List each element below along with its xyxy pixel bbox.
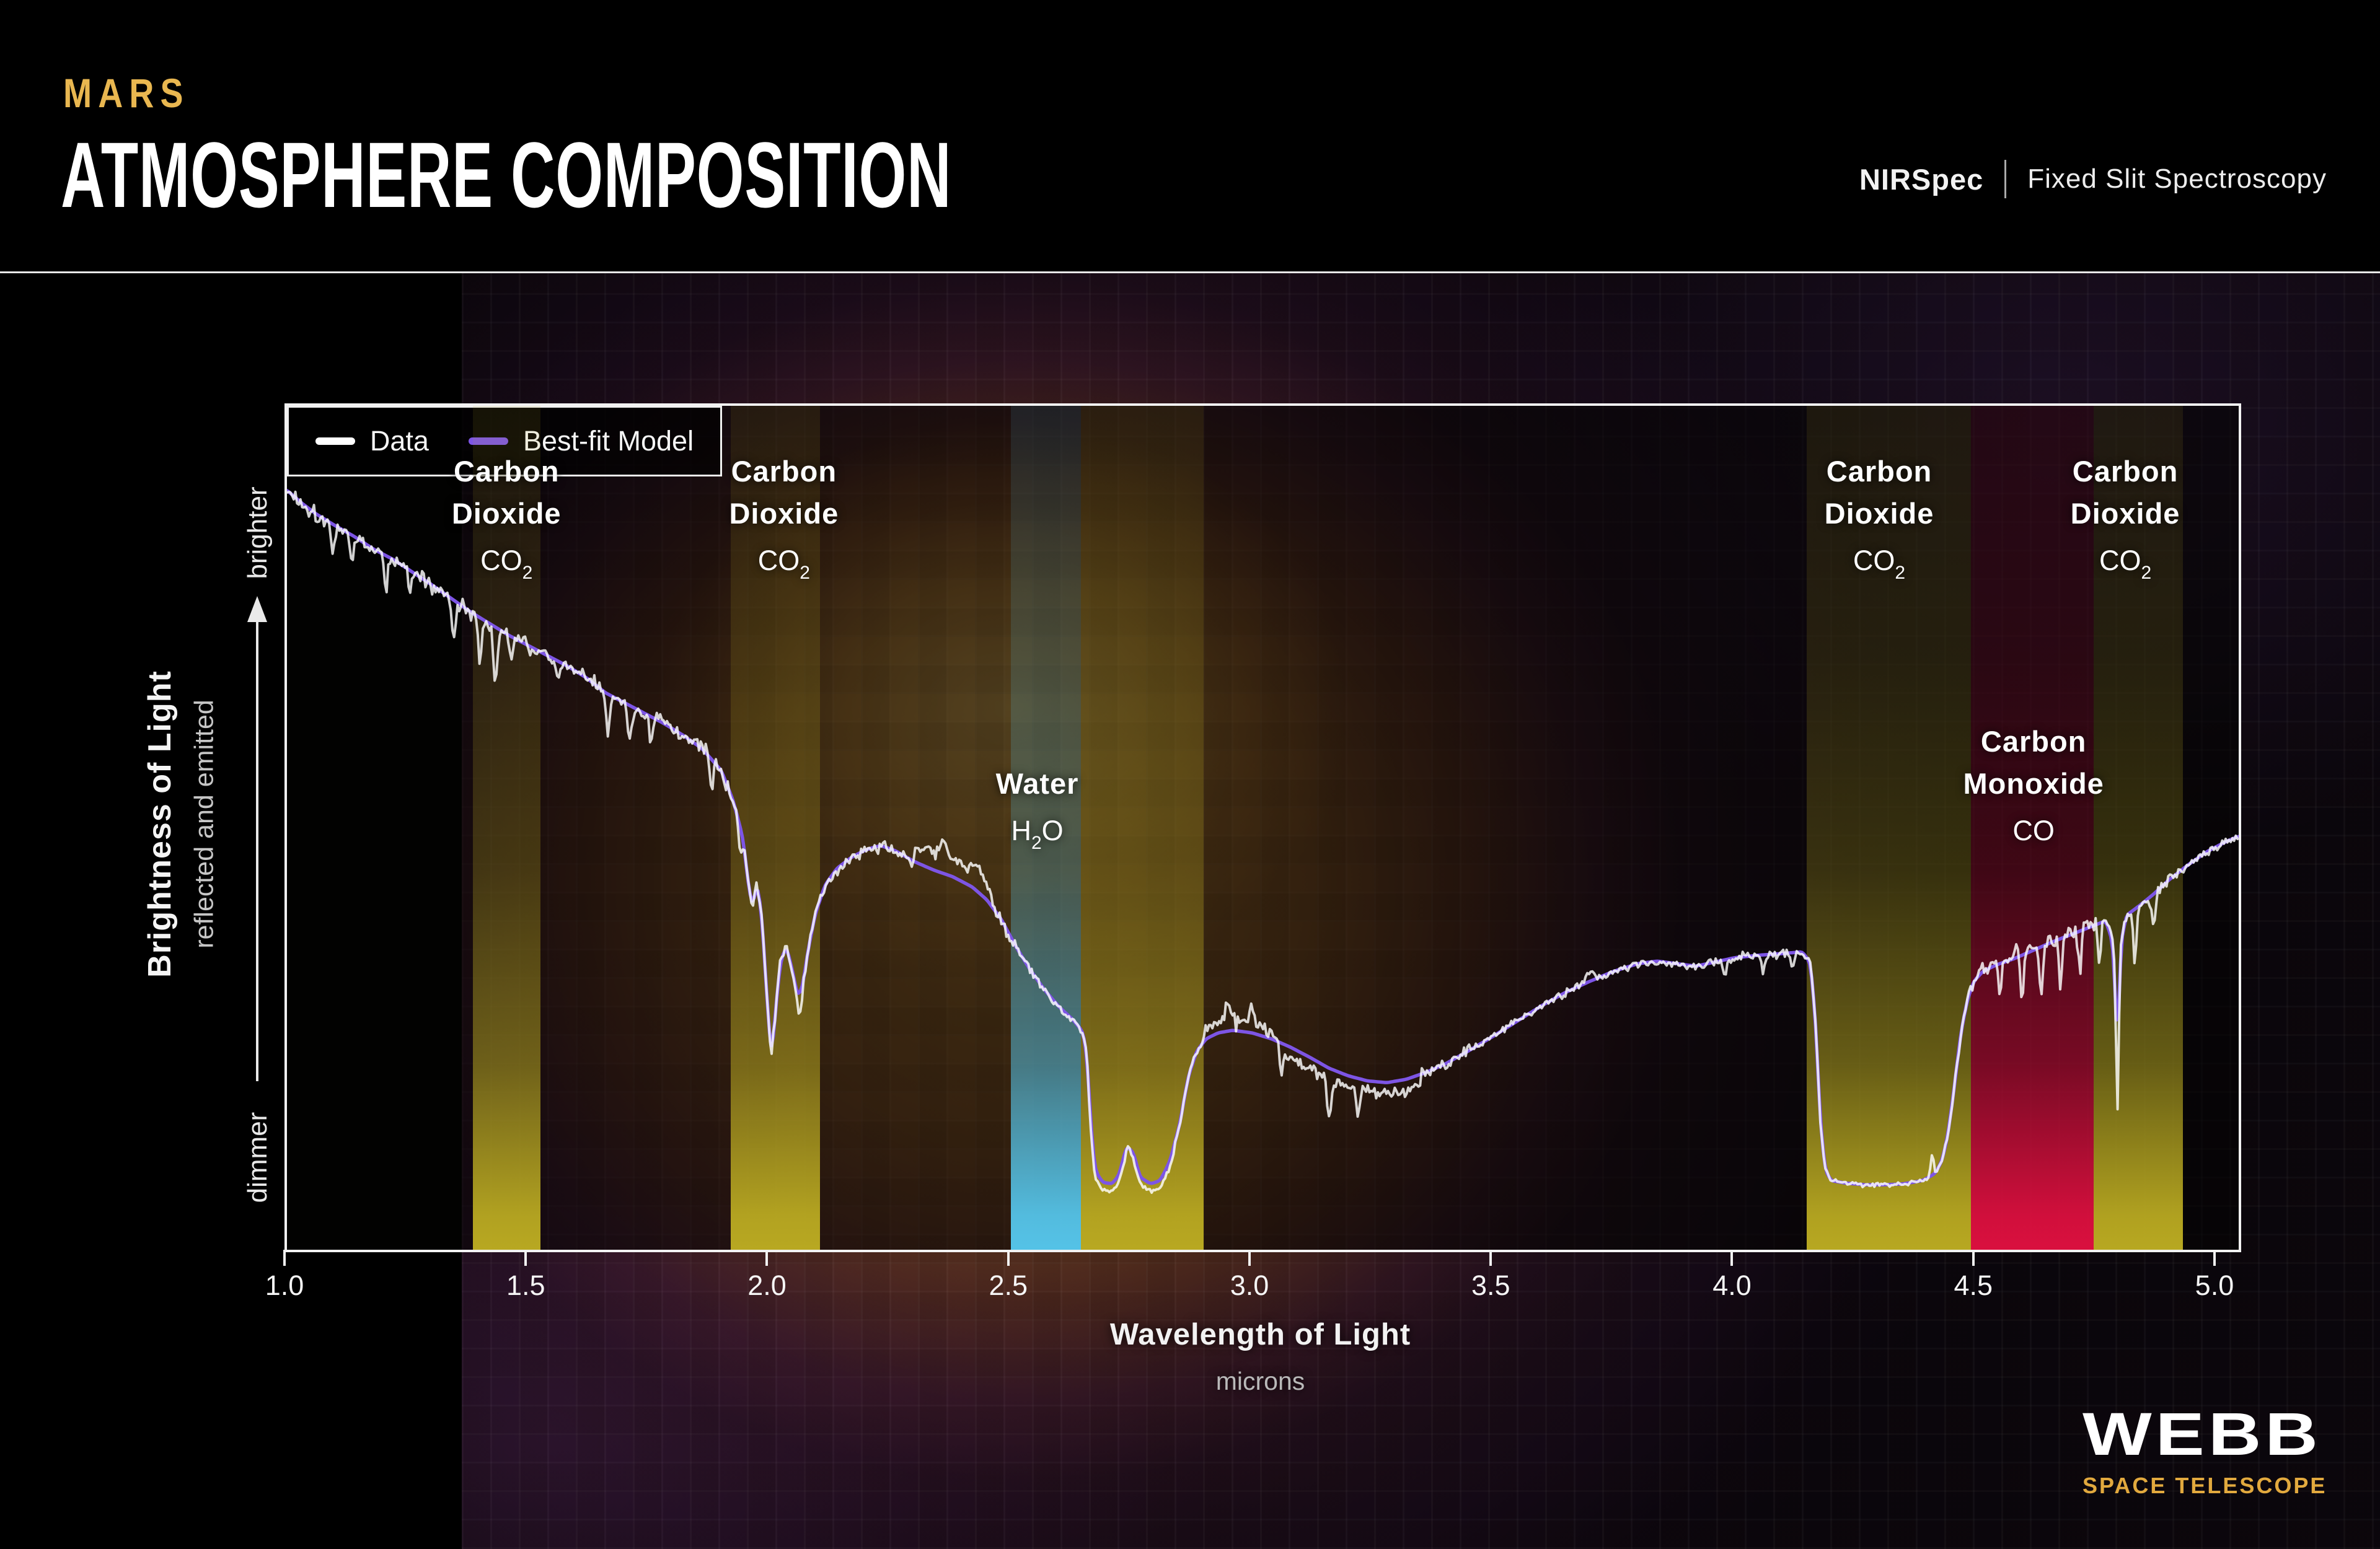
webb-logo: WEBB SPACE TELESCOPE [2082, 1404, 2327, 1499]
webb-logo-wordmark: WEBB [2082, 1400, 2322, 1468]
band-chemical-formula: CO2 [480, 545, 533, 583]
x-tick-label: 4.0 [1712, 1270, 1752, 1301]
x-tick-label: 5.0 [2195, 1270, 2234, 1301]
band-label-co: Carbon Monoxide CO [1963, 721, 2104, 847]
header-divider [0, 271, 2380, 273]
band-label-co2-1: Carbon Dioxide CO2 [452, 450, 562, 584]
absorption-band-co2-4 [1807, 406, 1971, 1250]
data-line [287, 490, 2239, 1194]
band-label-co2-5: Carbon Dioxide CO2 [2071, 450, 2180, 584]
absorption-band-co2-2 [731, 406, 821, 1250]
band-label-co2-4: Carbon Dioxide CO2 [1825, 450, 1934, 584]
x-tick-mark [1489, 1250, 1492, 1266]
y-axis-arrow-line [256, 620, 258, 1081]
x-tick-mark [1248, 1250, 1251, 1266]
x-tick-label: 3.0 [1230, 1270, 1269, 1301]
x-tick-label: 2.5 [989, 1270, 1028, 1301]
spectrum-curves [287, 489, 2239, 1194]
band-label-h2o: Water H2O [996, 763, 1079, 854]
band-chemical-formula: CO2 [757, 545, 810, 583]
band-chemical-formula: CO2 [1853, 545, 1906, 583]
x-axis-title-block: Wavelength of Light microns [284, 1317, 2236, 1396]
band-gas-name: Carbon Dioxide [451, 455, 562, 530]
x-tick-mark [1730, 1250, 1734, 1266]
absorption-band-co2-1 [472, 406, 540, 1250]
band-gas-name: Carbon Monoxide [1963, 725, 2104, 800]
instrument-block: NIRSpec Fixed Slit Spectroscopy [1859, 160, 2327, 198]
band-gas-name: Carbon Dioxide [2070, 455, 2180, 530]
y-axis-brighter-label: brighter [242, 486, 273, 579]
absorption-band-co2-5 [2094, 406, 2184, 1250]
instrument-name: NIRSpec [1859, 162, 1984, 196]
band-gas-name: Carbon Dioxide [1824, 455, 1934, 530]
legend-swatch-data [315, 437, 355, 445]
page-title: ATMOSPHERE COMPOSITION [61, 123, 952, 227]
legend-label: Best-fit Model [522, 425, 694, 457]
y-axis-subtitle: reflected and emitted [189, 700, 219, 949]
webb-logo-tagline: SPACE TELESCOPE [2082, 1473, 2327, 1498]
x-tick-label: 4.5 [1954, 1270, 1993, 1301]
x-tick-mark [283, 1250, 286, 1266]
band-label-co2-2: Carbon Dioxide CO2 [729, 450, 839, 584]
x-tick-label: 1.5 [506, 1270, 545, 1301]
x-tick-mark [524, 1250, 527, 1266]
band-gas-name: Water [995, 767, 1079, 800]
x-axis-ticks: 1.0 1.5 2.0 2.5 3.0 3.5 4.0 4.5 5.0 [265, 1250, 2236, 1301]
spectrum-plot: Data Best-fit Model Carbon Dioxide CO2 Carbo… [284, 403, 2241, 1252]
x-tick-mark [765, 1250, 769, 1266]
kicker-title: MARS [63, 70, 190, 116]
y-axis-title: Brightness of Light [142, 670, 178, 978]
best-fit-model-line [287, 489, 2239, 1187]
instrument-mode: Fixed Slit Spectroscopy [2027, 164, 2327, 194]
band-chemical-formula: CO [2012, 815, 2055, 846]
separator-bar [2004, 160, 2007, 198]
y-axis-arrow-head-icon [247, 596, 267, 622]
absorption-band-co [1970, 406, 2094, 1250]
band-chemical-formula: H2O [1011, 815, 1064, 853]
x-tick-label: 2.0 [747, 1270, 787, 1301]
x-tick-mark [1972, 1250, 1975, 1266]
x-tick-label: 1.0 [265, 1270, 304, 1301]
legend-label: Data [369, 425, 429, 457]
band-gas-name: Carbon Dioxide [729, 455, 839, 530]
x-axis-unit: microns [1215, 1367, 1305, 1395]
x-tick-label: 3.5 [1471, 1270, 1510, 1301]
absorption-band-h2o [1010, 406, 1081, 1250]
y-axis-dimmer-label: dimmer [242, 1112, 273, 1203]
x-tick-mark [1007, 1250, 1010, 1266]
x-tick-mark [2213, 1250, 2216, 1266]
band-chemical-formula: CO2 [2099, 545, 2152, 583]
x-axis-title: Wavelength of Light [1109, 1318, 1411, 1351]
